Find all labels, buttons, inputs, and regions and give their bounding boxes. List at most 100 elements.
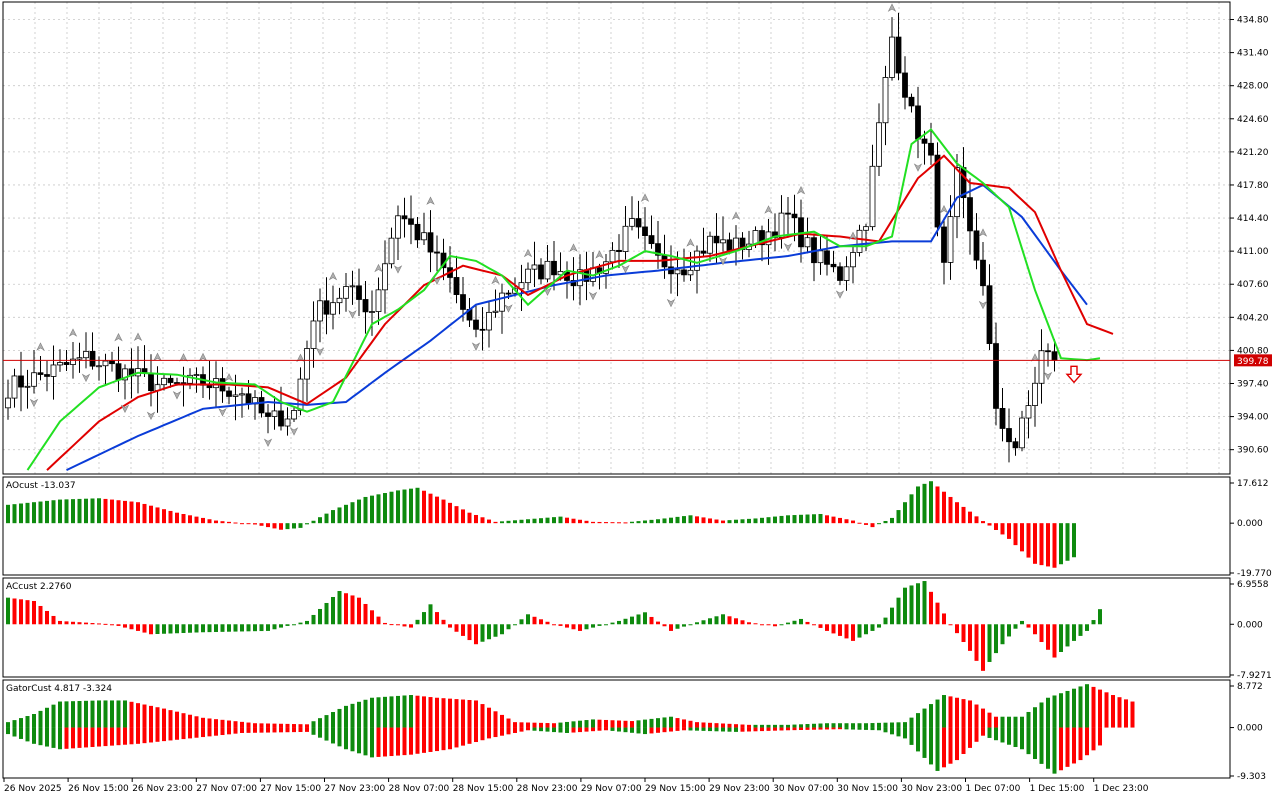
histogram-bar	[805, 724, 810, 728]
candle	[284, 407, 291, 436]
histogram-bar	[903, 587, 907, 625]
histogram-bar	[331, 712, 335, 728]
histogram-bar	[539, 518, 543, 524]
candle	[921, 130, 928, 165]
histogram-bar	[929, 481, 933, 524]
fractal-down-icon	[315, 347, 325, 356]
histogram-bar	[227, 521, 231, 524]
candle	[902, 56, 908, 110]
ao-bars	[6, 481, 1076, 568]
candle	[629, 196, 635, 231]
histogram-bar	[812, 727, 816, 730]
histogram-bar	[974, 727, 979, 742]
histogram-bar	[285, 723, 290, 728]
y-tick-label: 397.40	[1237, 379, 1269, 389]
histogram-bar	[155, 727, 160, 742]
histogram-bar	[422, 696, 426, 728]
histogram-bar	[292, 624, 296, 626]
histogram-bar	[896, 510, 901, 524]
candle	[479, 307, 486, 351]
histogram-bar	[519, 519, 524, 524]
y-tick-label: 394.00	[1237, 413, 1269, 423]
candle	[817, 234, 824, 275]
histogram-bar	[84, 727, 88, 748]
histogram-bar	[428, 604, 433, 625]
histogram-bar	[337, 507, 342, 524]
fractal-down-icon	[471, 342, 481, 351]
histogram-bar	[1104, 692, 1109, 728]
candle	[317, 288, 323, 343]
histogram-bar	[656, 727, 660, 733]
candle	[115, 346, 122, 393]
histogram-bar	[799, 727, 803, 731]
x-tick-label: 28 Nov 23:00	[517, 784, 578, 794]
histogram-bar	[1020, 523, 1024, 552]
fractal-down-icon	[393, 265, 403, 274]
histogram-bar	[825, 515, 829, 524]
histogram-bar	[519, 619, 524, 625]
histogram-bar	[240, 727, 244, 733]
histogram-bar	[630, 616, 634, 625]
histogram-bar	[32, 714, 36, 728]
candle	[89, 332, 96, 370]
histogram-bar	[1091, 686, 1096, 728]
histogram-bar	[942, 491, 946, 524]
histogram-bar	[708, 618, 712, 625]
x-tick-label: 28 Nov 07:00	[389, 784, 450, 794]
histogram-bar	[714, 519, 719, 524]
fractal-up-icon	[224, 373, 234, 382]
panel-frame-2	[2, 577, 1231, 678]
histogram-bar	[961, 699, 966, 728]
fractal-up-icon	[523, 248, 533, 258]
histogram-bar	[363, 727, 368, 756]
fractal-up-icon	[36, 342, 45, 351]
candle	[973, 213, 980, 270]
fractal-down-icon	[913, 163, 923, 172]
histogram-bar	[1059, 693, 1063, 728]
histogram-bar	[552, 727, 556, 733]
histogram-bar	[149, 705, 153, 728]
histogram-bar	[714, 616, 719, 625]
histogram-bar	[857, 522, 862, 524]
gator-title: GatorCust 4.817 -3.324	[6, 684, 112, 694]
histogram-bar	[656, 718, 660, 728]
fractal-down-icon	[666, 298, 676, 308]
histogram-bar	[110, 727, 114, 746]
histogram-bar	[519, 727, 524, 732]
candle	[24, 369, 31, 409]
histogram-bar	[461, 699, 465, 728]
candle	[934, 142, 941, 237]
histogram-bar	[402, 624, 407, 627]
histogram-bar	[357, 499, 361, 524]
histogram-bar	[773, 724, 777, 728]
candle	[642, 207, 648, 253]
histogram-bar	[285, 624, 290, 626]
candle	[167, 373, 174, 388]
histogram-bar	[909, 494, 914, 524]
histogram-bar	[766, 624, 771, 626]
sell-arrow-icon	[1065, 365, 1083, 384]
histogram-bar	[220, 624, 225, 632]
histogram-bar	[357, 701, 361, 728]
histogram-bar	[578, 727, 582, 733]
histogram-bar	[753, 518, 758, 524]
histogram-bar	[870, 723, 875, 728]
histogram-bar	[994, 523, 998, 530]
histogram-bar	[857, 727, 862, 730]
histogram-bar	[441, 698, 446, 728]
histogram-bar	[779, 624, 784, 626]
candle	[382, 240, 388, 314]
histogram-bar	[643, 727, 647, 735]
histogram-bar	[896, 727, 901, 737]
histogram-bar	[305, 620, 309, 625]
histogram-bar	[532, 616, 537, 625]
histogram-bar	[890, 517, 894, 524]
candle	[824, 236, 830, 276]
ac-bars	[6, 581, 1102, 671]
histogram-bar	[324, 602, 329, 625]
histogram-bar	[25, 716, 30, 728]
candle	[453, 255, 460, 304]
histogram-bar	[350, 727, 355, 752]
gator-bars	[6, 684, 1135, 774]
histogram-bar	[71, 701, 75, 728]
